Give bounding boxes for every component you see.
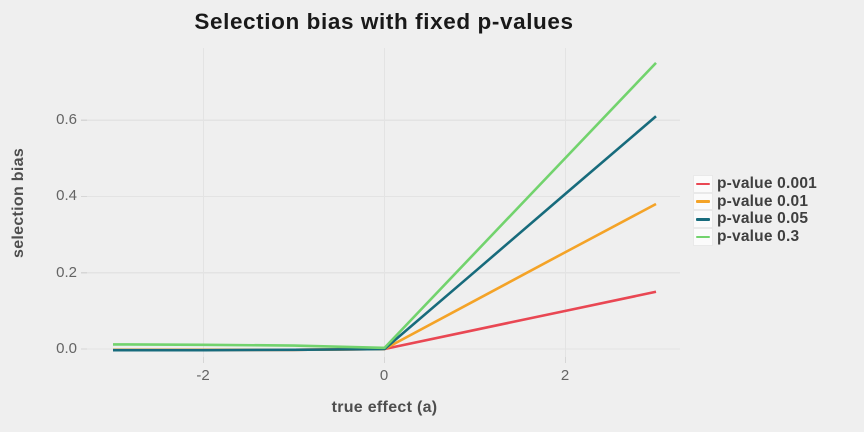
legend-entry: p-value 0.001 bbox=[693, 175, 817, 193]
y-tick-label-0.0: 0.0 bbox=[56, 340, 77, 357]
legend-entry-label: p-value 0.001 bbox=[717, 175, 817, 192]
legend-entry-label: p-value 0.01 bbox=[717, 192, 809, 210]
legend-entry-label: p-value 0.05 bbox=[717, 210, 809, 228]
gridlines bbox=[87, 48, 680, 357]
y-tick-label-0.2: 0.2 bbox=[56, 264, 77, 281]
y-tick-label-0.4: 0.4 bbox=[56, 187, 77, 204]
x-tick-label-neg2: -2 bbox=[196, 367, 210, 384]
legend-key-box bbox=[693, 192, 713, 211]
line-swatch-icon bbox=[696, 235, 710, 239]
axis-tick-marks bbox=[81, 119, 567, 363]
x-axis-title: true effect (a) bbox=[331, 399, 438, 416]
legend-key-box bbox=[693, 175, 713, 193]
data-lines bbox=[112, 61, 657, 352]
legend-key-box bbox=[693, 228, 713, 246]
y-axis-title: selection bias bbox=[10, 147, 27, 259]
legend-entry: p-value 0.05 bbox=[693, 210, 817, 229]
legend: p-value 0.001 p-value 0.01 p-value 0.05 … bbox=[693, 175, 817, 246]
legend-key-box bbox=[693, 210, 713, 229]
x-tick-label-0: 0 bbox=[379, 367, 389, 384]
line-swatch-icon bbox=[696, 200, 710, 203]
legend-entry-label: p-value 0.3 bbox=[717, 228, 800, 246]
legend-entry: p-value 0.3 bbox=[693, 228, 817, 246]
chart-title: Selection bias with fixed p-values bbox=[194, 9, 574, 34]
line-swatch-icon bbox=[696, 217, 710, 221]
legend-entry: p-value 0.01 bbox=[693, 192, 817, 211]
line-series-p-value-0.3 bbox=[112, 61, 657, 350]
line-swatch-icon bbox=[696, 182, 710, 186]
y-tick-label-0.6: 0.6 bbox=[56, 111, 77, 128]
x-tick-label-2: 2 bbox=[560, 367, 570, 384]
